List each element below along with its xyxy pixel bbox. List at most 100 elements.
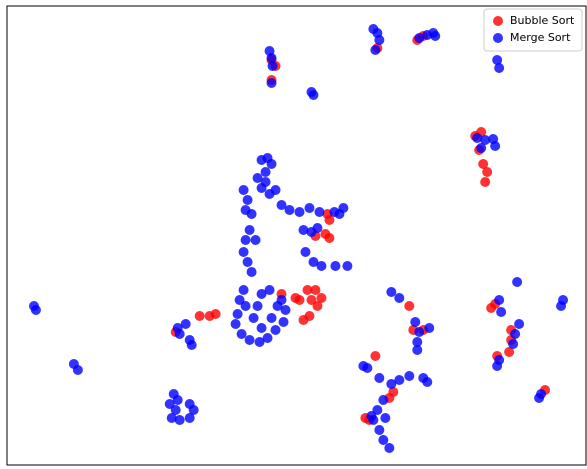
- point: [514, 319, 525, 329]
- point: [267, 61, 278, 71]
- point: [284, 205, 295, 215]
- point: [266, 78, 277, 88]
- point: [298, 225, 309, 235]
- point: [166, 413, 177, 423]
- point: [278, 317, 289, 327]
- point: [262, 333, 273, 343]
- point: [248, 313, 259, 323]
- point: [380, 413, 391, 423]
- point: [534, 393, 545, 403]
- point: [306, 295, 317, 305]
- point: [334, 209, 345, 219]
- point: [342, 261, 353, 271]
- point: [172, 395, 183, 405]
- legend-box: [483, 8, 583, 52]
- point: [422, 377, 433, 387]
- point: [492, 361, 503, 371]
- point: [256, 323, 267, 333]
- point: [266, 313, 277, 323]
- points: [28, 24, 569, 453]
- point: [246, 267, 257, 277]
- point: [180, 319, 191, 329]
- point: [174, 329, 185, 339]
- point: [238, 285, 249, 295]
- point: [494, 63, 505, 73]
- point: [424, 323, 435, 333]
- point: [414, 33, 425, 43]
- point: [492, 55, 503, 65]
- point: [242, 257, 253, 267]
- point: [238, 247, 249, 257]
- point: [252, 301, 263, 311]
- point: [316, 261, 327, 271]
- legend: Bubble Sort Merge Sort: [483, 8, 583, 52]
- point: [378, 395, 389, 405]
- point: [184, 413, 195, 423]
- point: [478, 159, 489, 169]
- point: [276, 200, 287, 210]
- point: [240, 235, 251, 245]
- point: [496, 307, 507, 317]
- plot-frame: [6, 5, 587, 466]
- point: [370, 45, 381, 55]
- point: [330, 261, 341, 271]
- point: [304, 203, 315, 213]
- point: [186, 340, 197, 350]
- point: [312, 223, 323, 233]
- point: [210, 309, 221, 319]
- point: [244, 335, 255, 345]
- point: [494, 295, 505, 305]
- point: [188, 405, 199, 415]
- point: [482, 167, 493, 177]
- point: [324, 233, 335, 243]
- point: [310, 285, 321, 295]
- point: [386, 287, 397, 297]
- point: [194, 311, 205, 321]
- point: [476, 143, 487, 153]
- legend-marker: [493, 16, 503, 26]
- legend-marker: [493, 33, 503, 43]
- point: [170, 405, 181, 415]
- point: [266, 159, 277, 169]
- point: [556, 301, 567, 311]
- point: [242, 195, 253, 205]
- point: [236, 329, 247, 339]
- point: [240, 301, 251, 311]
- point: [272, 301, 283, 311]
- point: [256, 289, 267, 299]
- point: [504, 347, 515, 357]
- point: [250, 235, 261, 245]
- point: [174, 415, 185, 425]
- point: [412, 345, 423, 355]
- point: [366, 411, 377, 421]
- point: [314, 207, 325, 217]
- point: [384, 443, 395, 453]
- point: [412, 337, 423, 347]
- point: [316, 293, 327, 303]
- point: [394, 375, 405, 385]
- point: [480, 177, 491, 187]
- point: [270, 325, 281, 335]
- point: [232, 309, 243, 319]
- point: [30, 305, 41, 315]
- point: [362, 363, 373, 373]
- point: [254, 337, 265, 347]
- point: [430, 31, 441, 41]
- point: [324, 215, 335, 225]
- point: [298, 315, 309, 325]
- point: [378, 435, 389, 445]
- point: [410, 317, 421, 327]
- point: [266, 53, 277, 63]
- point: [290, 293, 301, 303]
- point: [252, 173, 263, 183]
- point: [370, 351, 381, 361]
- point: [512, 277, 523, 287]
- point: [302, 285, 313, 295]
- legend-label: Bubble Sort: [510, 14, 575, 27]
- point: [230, 319, 241, 329]
- point: [308, 90, 319, 100]
- point: [264, 285, 275, 295]
- point: [374, 425, 385, 435]
- point: [404, 371, 415, 381]
